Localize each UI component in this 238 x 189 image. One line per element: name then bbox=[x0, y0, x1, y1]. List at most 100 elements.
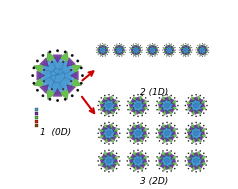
Text: 3 (2D): 3 (2D) bbox=[140, 177, 168, 186]
Circle shape bbox=[164, 100, 166, 101]
Circle shape bbox=[188, 56, 189, 57]
Circle shape bbox=[179, 47, 180, 48]
Polygon shape bbox=[147, 47, 149, 50]
Circle shape bbox=[142, 107, 143, 108]
Polygon shape bbox=[137, 166, 141, 170]
Polygon shape bbox=[112, 99, 116, 103]
Circle shape bbox=[166, 143, 168, 145]
Circle shape bbox=[162, 135, 163, 136]
Circle shape bbox=[199, 150, 201, 152]
Polygon shape bbox=[105, 47, 108, 50]
Circle shape bbox=[177, 132, 179, 134]
Circle shape bbox=[175, 50, 176, 51]
Polygon shape bbox=[190, 104, 197, 112]
Polygon shape bbox=[109, 165, 114, 170]
Polygon shape bbox=[132, 127, 140, 135]
Circle shape bbox=[106, 100, 108, 101]
Circle shape bbox=[198, 100, 199, 101]
Circle shape bbox=[145, 168, 146, 169]
Circle shape bbox=[145, 153, 146, 154]
Circle shape bbox=[200, 162, 202, 163]
Circle shape bbox=[154, 56, 155, 57]
Circle shape bbox=[159, 168, 160, 169]
Circle shape bbox=[113, 107, 114, 108]
Polygon shape bbox=[129, 132, 133, 136]
Polygon shape bbox=[106, 50, 109, 53]
Circle shape bbox=[185, 43, 186, 44]
Circle shape bbox=[188, 112, 189, 114]
Circle shape bbox=[135, 110, 137, 111]
Polygon shape bbox=[186, 44, 189, 47]
Circle shape bbox=[98, 54, 99, 55]
Circle shape bbox=[141, 52, 142, 53]
Polygon shape bbox=[132, 100, 140, 107]
Circle shape bbox=[166, 171, 168, 173]
Polygon shape bbox=[99, 46, 101, 48]
Circle shape bbox=[171, 158, 173, 160]
Polygon shape bbox=[56, 67, 73, 84]
Circle shape bbox=[105, 44, 106, 45]
Polygon shape bbox=[195, 159, 202, 167]
Polygon shape bbox=[99, 128, 104, 133]
Polygon shape bbox=[159, 106, 163, 111]
Circle shape bbox=[174, 112, 175, 114]
Circle shape bbox=[101, 47, 102, 48]
Circle shape bbox=[195, 94, 197, 95]
Polygon shape bbox=[139, 49, 141, 51]
Polygon shape bbox=[43, 77, 56, 91]
Circle shape bbox=[142, 135, 143, 136]
Polygon shape bbox=[105, 154, 113, 162]
Circle shape bbox=[125, 52, 126, 53]
Circle shape bbox=[100, 112, 102, 114]
Polygon shape bbox=[99, 49, 104, 54]
Polygon shape bbox=[196, 157, 203, 165]
Polygon shape bbox=[193, 158, 199, 163]
Polygon shape bbox=[192, 99, 200, 106]
Polygon shape bbox=[184, 49, 187, 52]
Polygon shape bbox=[137, 138, 141, 142]
Circle shape bbox=[184, 160, 186, 162]
Circle shape bbox=[162, 158, 163, 160]
Circle shape bbox=[110, 156, 112, 157]
Polygon shape bbox=[149, 49, 153, 54]
Polygon shape bbox=[114, 47, 116, 50]
Circle shape bbox=[184, 47, 185, 48]
Circle shape bbox=[201, 47, 202, 48]
Circle shape bbox=[112, 143, 114, 144]
Circle shape bbox=[162, 50, 163, 51]
Polygon shape bbox=[162, 166, 167, 171]
Circle shape bbox=[129, 112, 131, 114]
Circle shape bbox=[98, 109, 100, 110]
Circle shape bbox=[191, 135, 192, 136]
Circle shape bbox=[195, 115, 197, 117]
Polygon shape bbox=[135, 53, 138, 56]
Circle shape bbox=[181, 45, 182, 46]
Circle shape bbox=[104, 162, 105, 163]
Circle shape bbox=[108, 47, 109, 48]
Polygon shape bbox=[51, 56, 64, 69]
Circle shape bbox=[159, 153, 160, 154]
Circle shape bbox=[200, 103, 202, 104]
Polygon shape bbox=[135, 96, 139, 101]
Circle shape bbox=[141, 170, 143, 172]
Circle shape bbox=[135, 156, 137, 157]
Polygon shape bbox=[105, 105, 113, 113]
Circle shape bbox=[174, 153, 175, 154]
Circle shape bbox=[81, 74, 84, 77]
Polygon shape bbox=[181, 50, 183, 53]
Polygon shape bbox=[143, 103, 147, 107]
Polygon shape bbox=[106, 96, 110, 101]
Polygon shape bbox=[139, 151, 144, 156]
Circle shape bbox=[203, 97, 205, 99]
Circle shape bbox=[205, 51, 206, 52]
Polygon shape bbox=[190, 127, 198, 135]
Polygon shape bbox=[189, 129, 197, 136]
Circle shape bbox=[119, 132, 121, 134]
Circle shape bbox=[170, 115, 172, 116]
Circle shape bbox=[70, 80, 72, 82]
Circle shape bbox=[170, 170, 172, 172]
Circle shape bbox=[104, 143, 106, 144]
Polygon shape bbox=[197, 47, 199, 50]
Circle shape bbox=[119, 43, 120, 44]
Polygon shape bbox=[181, 52, 184, 54]
